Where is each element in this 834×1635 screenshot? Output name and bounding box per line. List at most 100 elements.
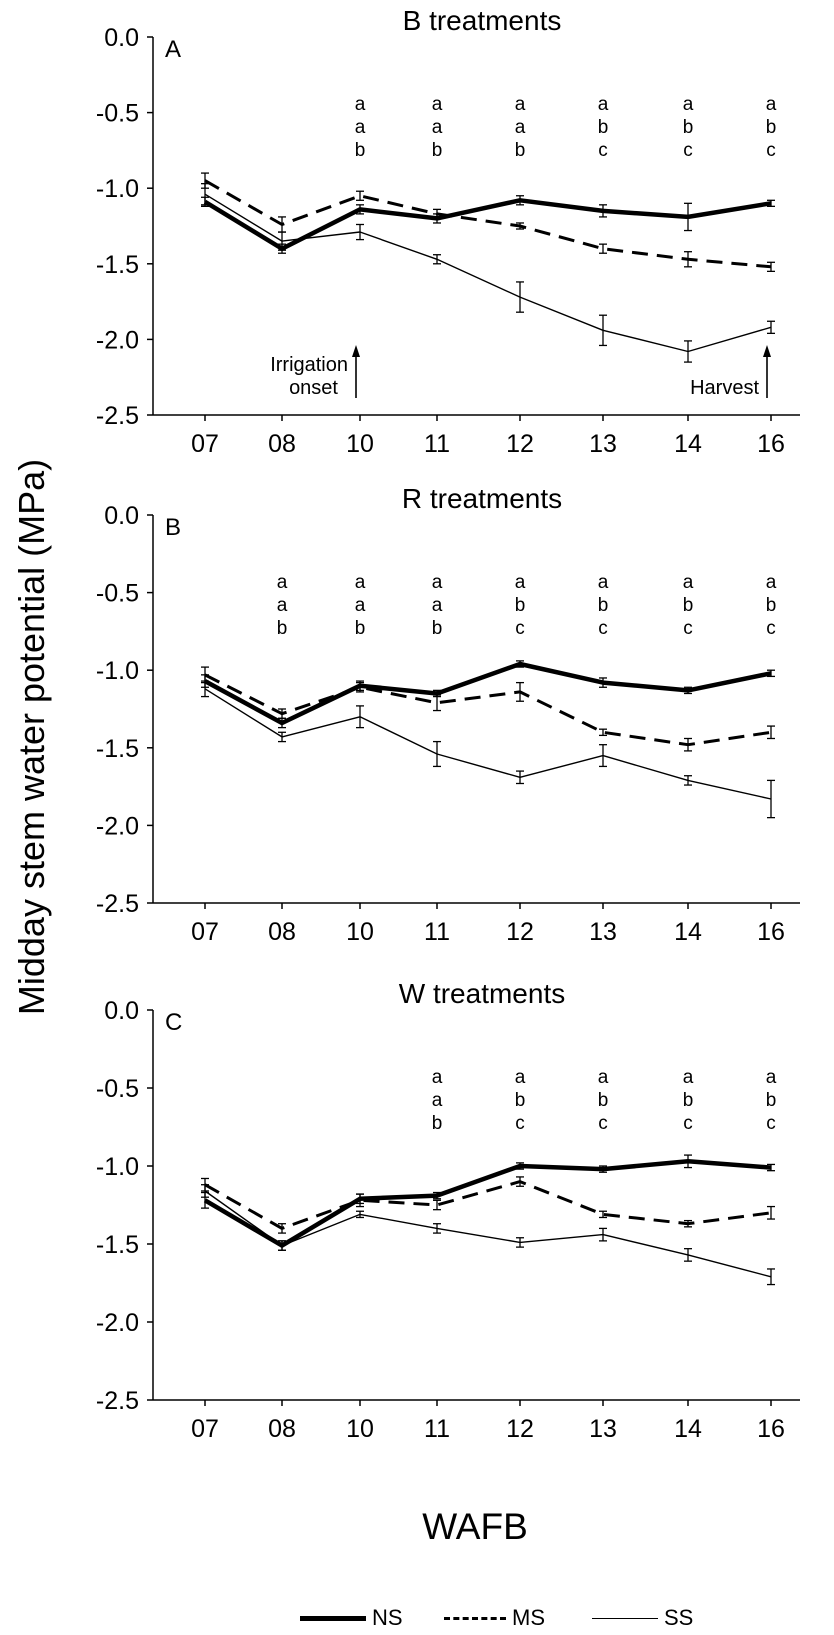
- error-bar-ns: [767, 199, 775, 207]
- series-line-ms: [204, 179, 772, 269]
- error-bar-ss: [356, 705, 364, 729]
- y-tick-label: 0.0: [104, 502, 139, 530]
- error-bar-ss: [201, 1184, 209, 1198]
- x-tick-label: 10: [346, 430, 374, 458]
- error-bar-ns: [356, 204, 364, 215]
- significance-letter: a: [766, 94, 777, 115]
- x-tick-label: 08: [268, 1415, 296, 1443]
- x-tick-label: 13: [589, 430, 617, 458]
- error-bar-ss: [201, 680, 209, 698]
- error-bar-ss: [516, 281, 524, 313]
- x-tick-label: 12: [506, 1415, 534, 1443]
- significance-letter: c: [683, 618, 693, 639]
- error-bar-ns: [599, 204, 607, 218]
- y-tick-label: -1.5: [96, 251, 139, 279]
- y-tick-label: 0.0: [104, 997, 139, 1025]
- error-bar-ss: [356, 1210, 364, 1219]
- y-tick-label: -2.5: [96, 1387, 139, 1415]
- panel-label: C: [165, 1009, 182, 1036]
- y-tick-label: -0.5: [96, 580, 139, 608]
- error-bar-ns: [767, 1163, 775, 1172]
- annotation-text: Irrigation: [270, 354, 348, 376]
- significance-letter: c: [515, 1113, 525, 1134]
- significance-letter: c: [598, 1113, 608, 1134]
- significance-letter: a: [598, 94, 609, 115]
- significance-letter: a: [355, 595, 366, 616]
- error-bar-ns: [684, 1154, 692, 1169]
- legend-swatch-ss: [592, 1617, 658, 1619]
- error-bar-ns: [599, 677, 607, 688]
- x-tick-label: 07: [191, 1415, 219, 1443]
- y-tick-label: -2.0: [96, 812, 139, 840]
- significance-letter: a: [683, 572, 694, 593]
- error-bar-ss: [599, 744, 607, 768]
- significance-letter: c: [515, 618, 525, 639]
- error-bar-ms: [433, 1199, 441, 1211]
- series-line-ns: [203, 1159, 772, 1248]
- error-bar-ms: [684, 737, 692, 752]
- x-tick-label: 16: [757, 918, 785, 946]
- error-bar-ss: [684, 775, 692, 786]
- significance-letter: b: [766, 117, 777, 138]
- x-tick-label: 14: [674, 430, 702, 458]
- error-bar-ss: [433, 254, 441, 265]
- error-bar-ss: [767, 779, 775, 819]
- error-bar-ss: [356, 223, 364, 241]
- y-tick-label: -1.0: [96, 657, 139, 685]
- significance-letter: c: [766, 1113, 776, 1134]
- error-bar-ss: [599, 314, 607, 347]
- significance-letter: b: [432, 1113, 443, 1134]
- panel-title: B treatments: [403, 5, 562, 36]
- series-line-ns: [203, 661, 772, 726]
- significance-letter: a: [432, 94, 443, 115]
- significance-letter: a: [683, 94, 694, 115]
- x-tick-label: 12: [506, 918, 534, 946]
- error-bar-ns: [684, 202, 692, 232]
- x-tick-label: 07: [191, 918, 219, 946]
- y-tick-label: -1.0: [96, 175, 139, 203]
- error-bar-ms: [278, 708, 286, 719]
- error-bar-ms: [356, 190, 364, 201]
- significance-letter: a: [598, 1067, 609, 1088]
- y-tick-label: -2.0: [96, 326, 139, 354]
- error-bar-ms: [356, 1193, 364, 1208]
- series-line-ms: [204, 673, 772, 747]
- significance-letter: b: [766, 595, 777, 616]
- significance-letter: b: [432, 140, 443, 161]
- y-tick-label: -0.5: [96, 100, 139, 128]
- error-bar-ns: [516, 195, 524, 206]
- significance-letter: b: [766, 1090, 777, 1111]
- error-bar-ss: [516, 1237, 524, 1248]
- legend-label-ns: NS: [372, 1605, 403, 1630]
- significance-letter: a: [432, 117, 443, 138]
- error-bar-ms: [278, 1223, 286, 1234]
- panel-label: B: [165, 514, 181, 541]
- significance-letter: b: [432, 618, 443, 639]
- error-bar-ss: [201, 183, 209, 206]
- y-tick-label: -1.5: [96, 1231, 139, 1259]
- significance-letter: c: [766, 140, 776, 161]
- significance-letter: a: [515, 1067, 526, 1088]
- error-bar-ms: [599, 243, 607, 254]
- significance-letter: a: [355, 572, 366, 593]
- x-tick-label: 13: [589, 918, 617, 946]
- series-line-ns: [203, 198, 772, 251]
- significance-letter: b: [683, 1090, 694, 1111]
- x-tick-label: 12: [506, 430, 534, 458]
- error-bar-ns: [684, 686, 692, 695]
- y-tick-label: -2.0: [96, 1309, 139, 1337]
- significance-letter: b: [515, 1090, 526, 1111]
- significance-letter: b: [355, 618, 366, 639]
- error-bar-ns: [516, 660, 524, 668]
- significance-letter: b: [515, 595, 526, 616]
- x-axis-title: WAFB: [422, 1506, 528, 1547]
- panel-b: 0.0 -0.5 -1.0 -1.5 -2.0 -2.5 07 08 10 11 12 13 14 16 R…: [96, 483, 800, 946]
- x-tick-label: 07: [191, 430, 219, 458]
- error-bar-ss: [599, 1227, 607, 1242]
- x-tick-label: 14: [674, 918, 702, 946]
- annotation-arrow-head: [352, 345, 360, 357]
- error-bar-ms: [767, 725, 775, 740]
- significance-letter: b: [683, 117, 694, 138]
- error-bar-ss: [433, 1223, 441, 1234]
- significance-letter: a: [598, 572, 609, 593]
